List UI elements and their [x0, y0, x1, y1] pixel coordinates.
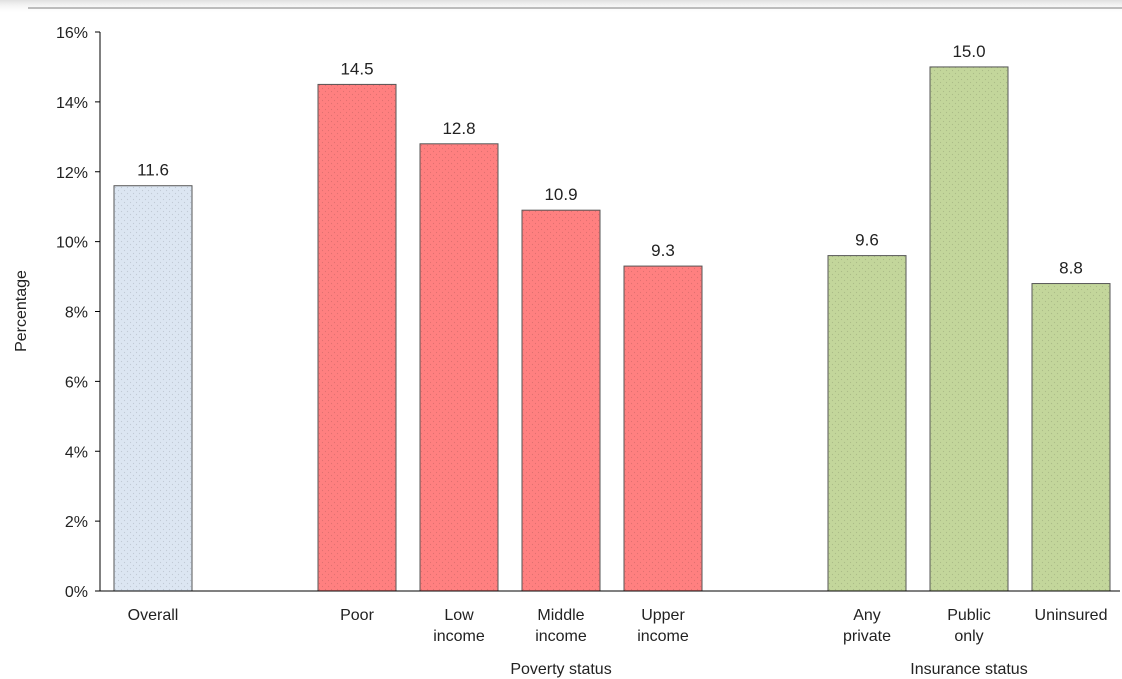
bar-value-label: 15.0: [952, 42, 985, 61]
x-category-label: Low: [444, 607, 474, 624]
bar-value-label: 9.3: [651, 241, 675, 260]
x-category-label: Poor: [340, 607, 374, 624]
bar-value-label: 14.5: [340, 59, 373, 78]
category-labels: Overall Poor Low income Middle income Upper inc…: [128, 607, 1108, 645]
x-category-label: Upper: [641, 607, 685, 624]
y-tick-label: 8%: [65, 305, 88, 322]
bar-texture: [1031, 283, 1111, 592]
bar-value-label: 11.6: [137, 161, 169, 180]
x-category-label: only: [954, 628, 983, 645]
y-tick-label: 10%: [56, 235, 88, 252]
top-shadow: [0, 0, 1122, 14]
x-group-label: Insurance status: [910, 661, 1027, 678]
bar-texture: [113, 185, 193, 592]
y-tick-label: 4%: [65, 444, 88, 461]
bar-value-label: 9.6: [855, 231, 879, 250]
x-category-label: Middle: [537, 607, 584, 624]
x-category-label: Public: [947, 607, 991, 624]
bar-texture: [317, 83, 397, 592]
y-tick-label: 0%: [65, 584, 88, 601]
x-category-label: Any: [853, 607, 881, 624]
bar-texture: [623, 265, 703, 592]
bar-texture: [929, 66, 1009, 592]
bar-value-label: 8.8: [1059, 259, 1083, 278]
y-tick-label: 12%: [56, 165, 88, 182]
y-tick-label: 2%: [65, 514, 88, 531]
y-tick-label: 16%: [56, 25, 88, 42]
y-tick-label: 14%: [56, 95, 88, 112]
bar-texture: [419, 143, 499, 592]
bar-texture: [827, 255, 907, 592]
group-labels: Poverty status Insurance status: [510, 661, 1027, 678]
y-tick-label: 6%: [65, 374, 88, 391]
x-category-label: Uninsured: [1035, 607, 1108, 624]
y-axis-ticks: 0% 2% 4% 6% 8% 10% 12% 14% 16%: [56, 25, 100, 601]
bar-value-label: 12.8: [442, 119, 475, 138]
x-category-label: income: [433, 628, 485, 645]
y-axis-title: Percentage: [13, 270, 30, 352]
x-category-label: income: [637, 628, 689, 645]
bars: 11.6 14.5 12.8 10.9 9.3 9.6 15.0 8.8: [113, 42, 1111, 592]
bar-value-label: 10.9: [544, 185, 577, 204]
bar-texture: [521, 209, 601, 592]
x-category-label: Overall: [128, 607, 179, 624]
x-category-label: income: [535, 628, 587, 645]
x-category-label: private: [843, 628, 891, 645]
x-group-label: Poverty status: [510, 661, 611, 678]
